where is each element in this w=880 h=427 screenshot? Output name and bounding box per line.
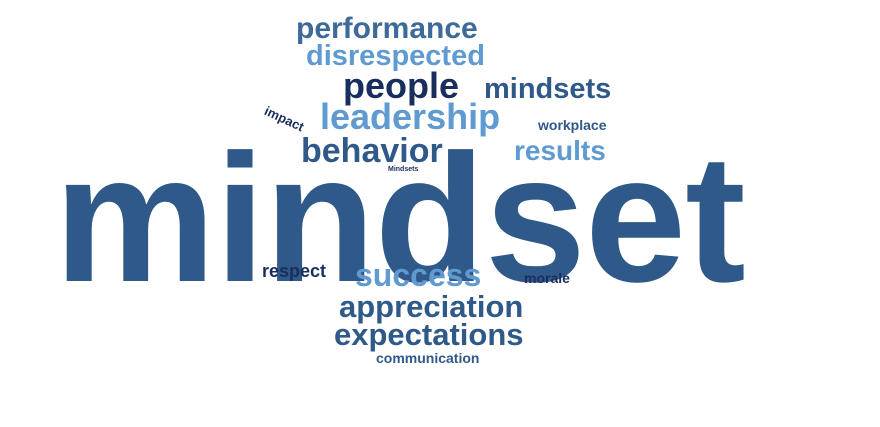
- word-morale: morale: [524, 270, 570, 286]
- word-disrespected: disrespected: [306, 40, 485, 72]
- word-leadership: leadership: [320, 96, 501, 137]
- word-expectations: expectations: [334, 317, 524, 352]
- word-results: results: [514, 135, 606, 166]
- word-mindset: mindset: [54, 116, 746, 320]
- word-appreciation: appreciation: [339, 289, 524, 324]
- word-people: people: [343, 65, 460, 106]
- word-mindsets: mindsets: [484, 73, 612, 105]
- word-success: success: [355, 257, 482, 293]
- word-performance: performance: [296, 12, 478, 45]
- word-communication: communication: [376, 350, 480, 366]
- word-workplace: workplace: [538, 117, 607, 133]
- word-behavior: behavior: [301, 132, 443, 170]
- word-mindsets-small: Mindsets: [388, 166, 419, 173]
- word-respect: respect: [262, 261, 327, 281]
